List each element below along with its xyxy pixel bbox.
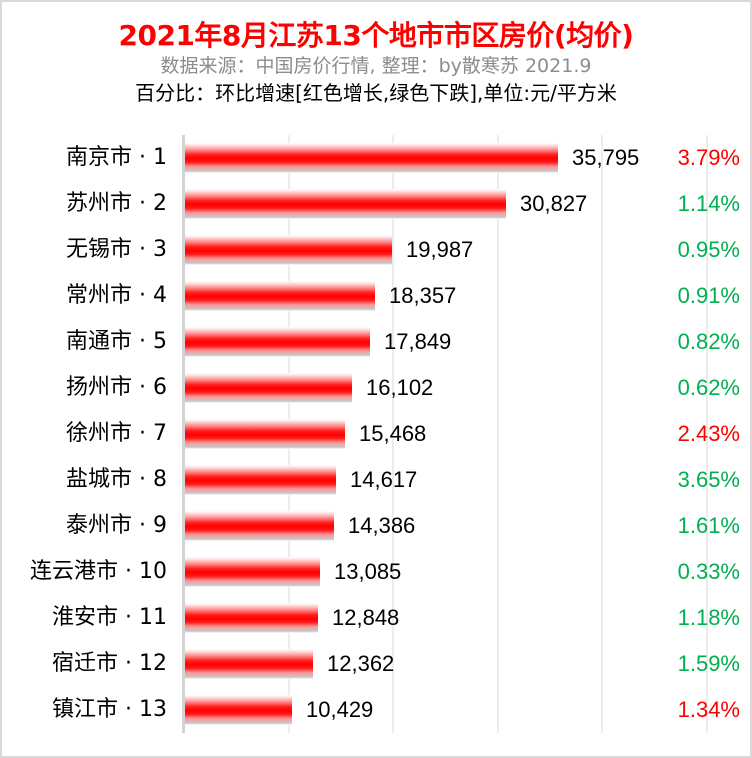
- bar-row: 徐州市 · 7 15,468 2.43%: [0, 414, 752, 454]
- percent-change-label: 1.18%: [677, 605, 740, 630]
- bar: [185, 373, 352, 403]
- bar-row: 连云港市 · 10 13,085 0.33%: [0, 552, 752, 592]
- bar: [185, 281, 375, 311]
- category-label: 泰州市 · 9: [66, 513, 167, 538]
- category-label: 南通市 · 5: [66, 329, 167, 354]
- bar: [185, 235, 392, 265]
- bar: [185, 327, 370, 357]
- bar-row: 常州市 · 4 18,357 0.91%: [0, 276, 752, 316]
- bar: [185, 557, 320, 587]
- percent-change-label: 0.91%: [677, 283, 740, 308]
- value-label: 13,085: [334, 559, 402, 584]
- bar-row: 扬州市 · 6 16,102 0.62%: [0, 368, 752, 408]
- percent-change-label: 0.95%: [677, 237, 740, 262]
- percent-change-label: 2.43%: [677, 421, 740, 446]
- bar-row: 苏州市 · 2 30,827 1.14%: [0, 184, 752, 224]
- chart-title: 2021年8月江苏13个地市市区房价(均价): [118, 19, 634, 52]
- bar: [185, 603, 318, 633]
- value-label: 10,429: [306, 697, 374, 722]
- category-label: 苏州市 · 2: [66, 191, 167, 216]
- value-label: 14,617: [350, 467, 418, 492]
- gridline: [497, 135, 499, 733]
- value-label: 19,987: [406, 237, 474, 262]
- value-label: 12,848: [332, 605, 400, 630]
- category-label: 镇江市 · 13: [52, 697, 167, 722]
- percent-change-label: 1.59%: [677, 651, 740, 676]
- bar: [185, 649, 313, 679]
- percent-change-label: 1.34%: [677, 697, 740, 722]
- value-label: 12,362: [327, 651, 395, 676]
- category-label: 常州市 · 4: [66, 283, 167, 308]
- gridline: [706, 135, 708, 733]
- bar: [185, 465, 336, 495]
- value-label: 35,795: [572, 145, 640, 170]
- bar-row: 宿迁市 · 12 12,362 1.59%: [0, 644, 752, 684]
- value-label: 15,468: [359, 421, 427, 446]
- bar-row: 南京市 · 1 35,795 3.79%: [0, 138, 752, 178]
- percent-change-label: 1.61%: [677, 513, 740, 538]
- category-label: 无锡市 · 3: [66, 237, 167, 262]
- category-label: 宿迁市 · 12: [52, 651, 167, 676]
- chart-note: 百分比：环比增速[红色增长,绿色下跌],单位:元/平方米: [135, 81, 617, 105]
- percent-change-label: 3.79%: [677, 145, 740, 170]
- percent-change-label: 0.33%: [677, 559, 740, 584]
- bar-row: 南通市 · 5 17,849 0.82%: [0, 322, 752, 362]
- gridline: [392, 135, 394, 733]
- category-label: 连云港市 · 10: [30, 559, 167, 584]
- category-label: 南京市 · 1: [66, 145, 167, 170]
- bar: [185, 511, 334, 541]
- bar-row: 泰州市 · 9 14,386 1.61%: [0, 506, 752, 546]
- value-label: 14,386: [348, 513, 416, 538]
- bar: [185, 695, 292, 725]
- category-label: 徐州市 · 7: [66, 421, 167, 446]
- category-label: 盐城市 · 8: [66, 467, 167, 492]
- percent-change-label: 1.14%: [677, 191, 740, 216]
- bar-row: 无锡市 · 3 19,987 0.95%: [0, 230, 752, 270]
- percent-change-label: 0.82%: [677, 329, 740, 354]
- chart-subtitle: 数据来源：中国房价行情, 整理：by散寒苏 2021.9: [160, 55, 592, 77]
- value-label: 16,102: [366, 375, 434, 400]
- bar-row: 镇江市 · 13 10,429 1.34%: [0, 690, 752, 730]
- value-label: 17,849: [384, 329, 452, 354]
- bar: [185, 143, 558, 173]
- value-label: 18,357: [389, 283, 457, 308]
- category-label: 淮安市 · 11: [52, 605, 167, 630]
- percent-change-label: 0.62%: [677, 375, 740, 400]
- category-label: 扬州市 · 6: [66, 375, 167, 400]
- percent-change-label: 3.65%: [677, 467, 740, 492]
- bar-row: 淮安市 · 11 12,848 1.18%: [0, 598, 752, 638]
- bar-row: 盐城市 · 8 14,617 3.65%: [0, 460, 752, 500]
- bar: [185, 189, 506, 219]
- gridline: [601, 135, 603, 733]
- value-label: 30,827: [520, 191, 588, 216]
- y-axis-line: [182, 135, 185, 733]
- bar: [185, 419, 345, 449]
